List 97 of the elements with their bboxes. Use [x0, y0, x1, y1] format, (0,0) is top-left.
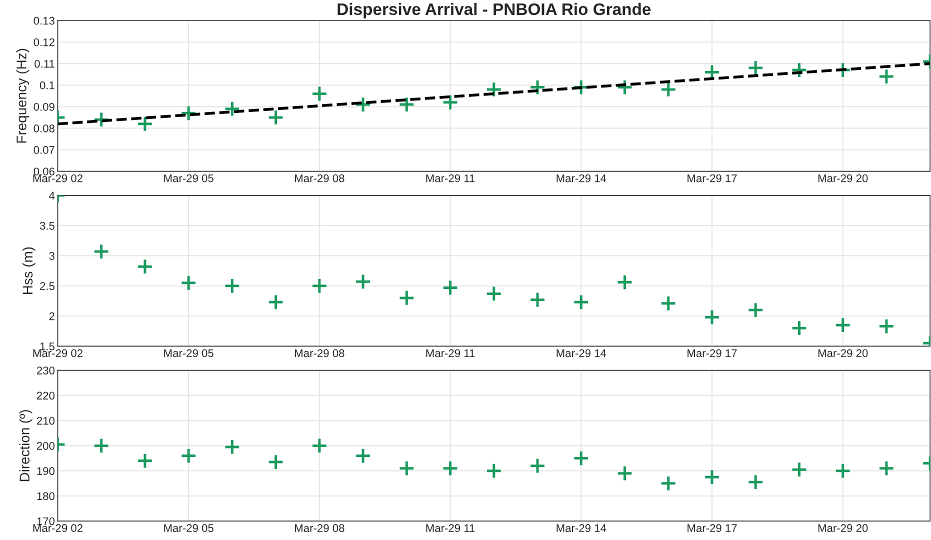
- y-tick-label: 0.11: [34, 60, 54, 68]
- x-tick-label: Mar-29 02: [33, 524, 82, 532]
- y-tick-label: 4: [49, 192, 55, 200]
- y-tick-label: 2.5: [40, 282, 54, 290]
- y-tick-label: 220: [36, 392, 55, 400]
- point: [398, 460, 415, 477]
- point: [354, 273, 372, 290]
- y-tick-label: 0.07: [34, 146, 54, 154]
- x-tick-label: Mar-29 14: [556, 524, 606, 532]
- y-tick-label: 0.09: [34, 102, 54, 111]
- x-tick-label: Mar-29 02: [33, 349, 82, 358]
- y-tick-label: 3.5: [40, 222, 54, 230]
- point: [704, 468, 720, 486]
- y-tick-label: 0.08: [34, 124, 54, 132]
- y-tick-label: 3: [49, 252, 54, 260]
- point: [268, 109, 284, 126]
- point: [311, 86, 328, 102]
- x-tick-label: Mar-29 11: [426, 174, 475, 182]
- x-tick-label: Mar-29 02: [33, 174, 82, 182]
- x-tick-label: Mar-29 14: [556, 174, 606, 182]
- chart-title: Dispersive Arrival - PNBOIA Rio Grande: [338, 2, 651, 18]
- point: [224, 438, 240, 456]
- point: [834, 462, 852, 480]
- point: [616, 465, 633, 482]
- point: [136, 116, 154, 132]
- point: [354, 96, 372, 113]
- x-tick-label: Mar-29 11: [426, 524, 475, 532]
- y-tick-label: 0.12: [34, 38, 54, 46]
- y-tick-label: 230: [36, 366, 55, 374]
- point: [834, 316, 852, 334]
- x-tick-label: Mar-29 14: [556, 349, 606, 358]
- point: [486, 81, 502, 98]
- point: [268, 294, 284, 310]
- point: [486, 462, 502, 480]
- point: [878, 68, 895, 85]
- point: [136, 452, 154, 469]
- point: [311, 438, 328, 454]
- x-tick-label: Mar-29 20: [818, 349, 868, 358]
- y-tick-label: 210: [36, 416, 55, 425]
- point: [616, 274, 633, 290]
- x-tick-label: Mar-29 17: [688, 174, 737, 182]
- point: [398, 96, 415, 113]
- point: [747, 474, 764, 490]
- x-tick-label: Mar-29 20: [818, 174, 868, 182]
- point: [442, 280, 458, 296]
- point: [136, 258, 154, 275]
- y-tick-label: 0.06: [34, 168, 54, 176]
- point: [442, 94, 458, 111]
- y-axis-title: Frequency (Hz): [16, 48, 30, 143]
- point: [660, 81, 677, 98]
- y-tick-label: 190: [37, 467, 55, 475]
- y-axis-title: Direction (º): [19, 410, 32, 482]
- point: [572, 450, 590, 466]
- point: [529, 458, 546, 474]
- point: [180, 448, 197, 464]
- y-tick-label: 200: [36, 442, 55, 450]
- x-tick-label: Mar-29 08: [295, 524, 344, 532]
- point: [791, 320, 808, 336]
- point: [704, 309, 720, 326]
- point: [354, 448, 372, 464]
- point: [93, 438, 110, 454]
- point: [660, 475, 677, 492]
- point: [268, 454, 284, 470]
- y-tick-label: 0.1: [40, 81, 54, 90]
- x-tick-label: Mar-29 05: [164, 174, 214, 182]
- y-tick-label: 170: [37, 517, 55, 526]
- x-tick-label: Mar-29 17: [688, 524, 737, 532]
- point: [93, 243, 110, 260]
- y-axis-title: Hss (m): [22, 247, 36, 294]
- point: [529, 292, 546, 308]
- x-tick-label: Mar-29 08: [295, 349, 344, 358]
- point: [878, 460, 895, 477]
- y-tick-label: 1.5: [40, 342, 54, 350]
- point: [442, 460, 458, 477]
- x-tick-label: Mar-29 11: [426, 349, 475, 358]
- y-tick-label: 2: [49, 312, 54, 320]
- point: [529, 79, 546, 96]
- point: [311, 278, 328, 294]
- point: [398, 290, 415, 306]
- point: [747, 302, 764, 318]
- point: [486, 286, 502, 302]
- point: [747, 60, 764, 76]
- x-tick-label: Mar-29 05: [164, 524, 214, 532]
- point: [791, 62, 808, 78]
- y-tick-label: 180: [37, 492, 55, 500]
- point: [878, 318, 895, 334]
- x-tick-label: Mar-29 20: [818, 524, 868, 532]
- point: [616, 79, 633, 96]
- point: [224, 278, 240, 294]
- point: [180, 274, 197, 292]
- x-tick-label: Mar-29 05: [164, 349, 214, 358]
- x-tick-label: Mar-29 17: [688, 349, 737, 358]
- point: [660, 295, 677, 312]
- point: [791, 461, 808, 478]
- point: [572, 294, 590, 310]
- y-tick-label: 0.13: [34, 16, 54, 25]
- x-tick-label: Mar-29 08: [295, 174, 344, 182]
